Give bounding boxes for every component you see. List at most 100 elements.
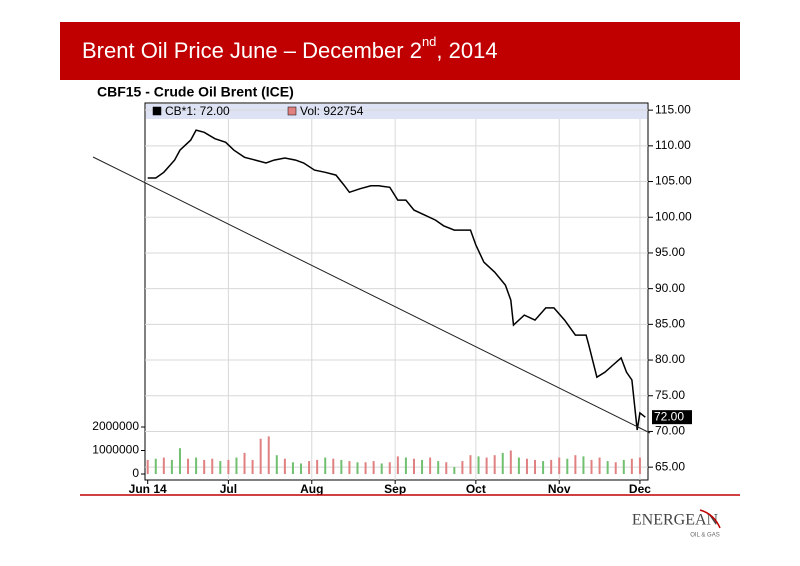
volume-bar bbox=[525, 458, 528, 475]
volume-bar bbox=[308, 461, 311, 475]
y-tick-label: 70.00 bbox=[655, 424, 685, 438]
volume-bar bbox=[469, 455, 472, 475]
volume-bar bbox=[412, 458, 415, 475]
volume-bar bbox=[187, 458, 190, 475]
volume-bar bbox=[429, 457, 432, 475]
volume-bar bbox=[614, 462, 617, 475]
volume-bar bbox=[590, 459, 593, 475]
volume-bar bbox=[606, 461, 609, 475]
legend-label: Vol: 922754 bbox=[300, 104, 364, 118]
logo-sub: OIL & GAS bbox=[690, 533, 719, 539]
volume-bar bbox=[324, 457, 327, 475]
trend-line bbox=[92, 156, 651, 434]
price-line bbox=[147, 129, 646, 431]
y2-tick-label: 1000000 bbox=[92, 443, 139, 457]
title-sup: nd bbox=[422, 34, 436, 49]
chart-title: CBF15 - Crude Oil Brent (ICE) bbox=[97, 84, 294, 100]
volume-bar bbox=[251, 459, 254, 475]
y-tick-label: 100.00 bbox=[655, 209, 692, 223]
volume-bar bbox=[300, 463, 303, 475]
volume-bar bbox=[372, 461, 375, 475]
volume-bar bbox=[227, 459, 230, 475]
y-tick-label: 90.00 bbox=[655, 281, 685, 295]
legend-swatch bbox=[152, 106, 162, 116]
last-value-label: 72.00 bbox=[654, 409, 684, 423]
legend-label: CB*1: 72.00 bbox=[165, 104, 230, 118]
y-tick-label: 75.00 bbox=[655, 388, 685, 402]
volume-bar bbox=[154, 458, 157, 475]
x-tick-label: Nov bbox=[548, 482, 571, 496]
volume-bar bbox=[348, 461, 351, 475]
volume-bar bbox=[195, 457, 198, 475]
volume-bar bbox=[630, 458, 633, 475]
volume-bar bbox=[291, 462, 294, 475]
volume-bar bbox=[396, 456, 399, 475]
volume-bar bbox=[259, 438, 262, 475]
volume-bar bbox=[550, 459, 553, 475]
volume-bar bbox=[235, 457, 238, 475]
y-tick-label: 110.00 bbox=[655, 138, 691, 152]
y-tick-label: 95.00 bbox=[655, 245, 685, 259]
y-tick-label: 85.00 bbox=[655, 317, 685, 331]
volume-bar bbox=[566, 458, 569, 475]
logo-name: ENERGEAN bbox=[632, 512, 719, 529]
plot-area bbox=[144, 102, 649, 481]
x-tick-label: Oct bbox=[466, 482, 486, 496]
volume-bar bbox=[267, 436, 270, 475]
volume-bar bbox=[211, 458, 214, 475]
volume-bar bbox=[477, 456, 480, 475]
volume-bar bbox=[219, 461, 222, 475]
volume-bar bbox=[598, 457, 601, 475]
volume-bar bbox=[316, 459, 319, 475]
plot: 65.00 70.00 75.00 80.00 85.00 90.00 95.00 100.0… bbox=[92, 102, 692, 496]
volume-bar bbox=[404, 457, 407, 475]
legend-swatch bbox=[287, 106, 297, 116]
x-tick-label: Jun 14 bbox=[129, 482, 167, 496]
volume-bar bbox=[203, 459, 206, 475]
volume-bar bbox=[170, 459, 173, 475]
volume-bar bbox=[283, 458, 286, 475]
x-tick-label: Jul bbox=[220, 482, 237, 496]
volume-bar bbox=[356, 462, 359, 475]
volume-bar bbox=[485, 457, 488, 475]
y-tick-label: 80.00 bbox=[655, 352, 685, 366]
last-value-box bbox=[652, 410, 692, 425]
x-tick-label: Aug bbox=[300, 482, 323, 496]
x-tick-label: Dec bbox=[629, 482, 651, 496]
y2-tick-label: 0 bbox=[132, 466, 139, 480]
volume-bar bbox=[421, 459, 424, 475]
volume-bar bbox=[364, 462, 367, 475]
volume-bar bbox=[146, 459, 149, 475]
volume-bar bbox=[243, 452, 246, 475]
volume-bar bbox=[582, 456, 585, 475]
y-tick-label: 105.00 bbox=[655, 174, 692, 188]
volume-bar bbox=[453, 466, 456, 475]
title-main: Brent Oil Price June – December 2 bbox=[82, 38, 422, 63]
header-bar bbox=[60, 22, 740, 80]
y-tick-label: 115.00 bbox=[655, 102, 691, 116]
volume-bar bbox=[340, 459, 343, 475]
volume-bar bbox=[493, 455, 496, 475]
y-tick-label: 65.00 bbox=[655, 459, 685, 473]
y2-tick-label: 2000000 bbox=[92, 419, 139, 433]
volume-bar bbox=[534, 459, 537, 475]
title-end: , 2014 bbox=[436, 38, 497, 63]
volume-bar bbox=[445, 462, 448, 475]
volume-bar bbox=[380, 463, 383, 475]
volume-bar bbox=[622, 459, 625, 475]
volume-bar bbox=[461, 461, 464, 475]
volume-bar bbox=[501, 452, 504, 475]
volume-bar bbox=[437, 461, 440, 475]
volume-bar bbox=[162, 457, 165, 475]
volume-bar bbox=[542, 461, 545, 475]
legend-band bbox=[146, 104, 647, 119]
volume-bar bbox=[574, 455, 577, 475]
volume-bar bbox=[638, 457, 641, 475]
slide-title: Brent Oil Price June – December 2nd, 201… bbox=[82, 34, 498, 62]
volume-bar bbox=[178, 448, 181, 475]
volume-bar bbox=[558, 457, 561, 475]
volume-bar bbox=[388, 462, 391, 475]
x-tick-label: Sep bbox=[384, 482, 406, 496]
volume-bar bbox=[517, 457, 520, 475]
